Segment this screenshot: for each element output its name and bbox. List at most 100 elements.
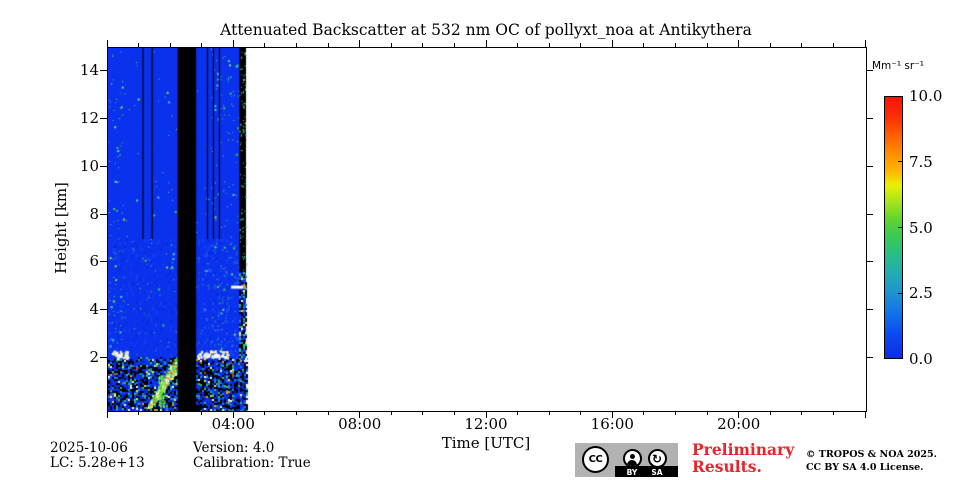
x-tick-bottom: [453, 411, 455, 415]
y-tick-right: [866, 118, 873, 120]
x-tick-bottom: [517, 411, 519, 415]
x-tick-bottom: [580, 411, 582, 415]
y-tick-label: 10: [79, 156, 99, 175]
x-tick-bottom: [296, 411, 297, 415]
y-tick-right: [866, 309, 873, 311]
colorbar-tick-label: 2.5: [909, 284, 933, 303]
x-tick-bottom: [738, 411, 740, 418]
x-tick-label: 12:00: [464, 415, 508, 433]
x-tick-top: [675, 43, 676, 47]
colorbar-unit-label: Mm⁻¹ sr⁻¹: [872, 60, 924, 72]
x-tick-top: [548, 43, 550, 47]
x-tick-top: [296, 43, 297, 47]
x-tick-bottom: [327, 411, 329, 415]
y-tick-label: 14: [79, 61, 99, 80]
cc-license-badge: CC ↻ BY SA: [575, 443, 678, 477]
x-tick-bottom: [106, 411, 108, 418]
x-tick-top: [453, 43, 455, 47]
footer-date: 2025-10-06: [50, 440, 128, 456]
footer-lidar-constant: LC: 5.28e+13: [50, 455, 145, 471]
plot-area: [107, 47, 867, 412]
x-tick-bottom: [864, 411, 866, 418]
x-tick-bottom: [169, 411, 171, 415]
x-tick-bottom: [138, 411, 140, 415]
x-tick-bottom: [390, 411, 392, 415]
badge-by-label: BY: [626, 467, 638, 477]
x-tick-bottom: [643, 411, 645, 415]
colorbar-tick-mark: [898, 161, 903, 163]
x-tick-bottom: [201, 411, 203, 415]
x-tick-top: [611, 40, 613, 47]
cc-sa-sharealike-icon: ↻: [647, 449, 667, 468]
colorbar-tick-label: 5.0: [909, 218, 933, 237]
x-tick-top: [138, 43, 140, 47]
person-body-shape: [627, 459, 637, 466]
cc-icon-text: CC: [588, 454, 603, 465]
x-tick-top: [580, 43, 582, 47]
x-tick-top: [643, 43, 645, 47]
x-tick-top: [738, 40, 740, 47]
x-tick-bottom: [232, 411, 234, 418]
y-tick-left: [100, 118, 107, 120]
y-tick-label: 6: [89, 252, 99, 271]
x-tick-top: [327, 43, 329, 47]
x-tick-top: [232, 40, 234, 47]
y-tick-left: [100, 261, 107, 263]
x-axis-label: Time [UTC]: [441, 434, 531, 452]
x-tick-label: 04:00: [211, 415, 255, 433]
y-tick-right: [866, 213, 873, 215]
copyright-line2: CC BY SA 4.0 License.: [806, 462, 924, 473]
y-tick-right: [866, 165, 873, 167]
x-tick-top: [390, 43, 392, 47]
colorbar-tick-mark: [898, 227, 903, 228]
x-tick-label: 16:00: [590, 415, 634, 433]
y-tick-left: [100, 165, 107, 167]
footer-version: Version: 4.0: [193, 440, 275, 456]
copyright-text: © TROPOS & NOA 2025. CC BY SA 4.0 Licens…: [806, 448, 937, 474]
x-tick-label: 08:00: [338, 415, 382, 433]
x-tick-bottom: [264, 411, 266, 415]
x-tick-top: [169, 43, 171, 47]
x-tick-top: [359, 40, 361, 47]
sharealike-arrow-glyph: ↻: [651, 451, 663, 466]
x-tick-bottom: [611, 411, 613, 418]
person-head-shape: [629, 453, 635, 459]
x-tick-top: [864, 40, 866, 47]
copyright-line1: © TROPOS & NOA 2025.: [806, 449, 937, 460]
x-tick-top: [706, 43, 708, 47]
x-tick-label: 20:00: [717, 415, 761, 433]
y-tick-left: [100, 309, 107, 311]
preliminary-line1: Preliminary: [692, 440, 795, 459]
preliminary-line2: Results.: [692, 457, 762, 476]
y-tick-left: [100, 357, 107, 358]
x-tick-top: [769, 43, 771, 47]
x-tick-bottom: [485, 411, 487, 418]
y-tick-right: [866, 70, 873, 72]
y-tick-left: [100, 70, 107, 72]
y-tick-right: [866, 357, 873, 358]
preliminary-results-text: Preliminary Results.: [692, 441, 794, 475]
colorbar-tick-mark: [898, 292, 903, 294]
badge-sa-label: SA: [651, 467, 663, 477]
x-tick-bottom: [675, 411, 676, 415]
x-tick-top: [201, 43, 203, 47]
badge-bar: [615, 466, 678, 477]
colorbar-tick-label: 10.0: [909, 87, 943, 105]
x-tick-bottom: [769, 411, 771, 415]
x-tick-bottom: [832, 411, 834, 415]
colorbar-tick-label: 7.5: [909, 152, 933, 171]
x-tick-bottom: [422, 411, 424, 415]
x-tick-bottom: [359, 411, 361, 418]
x-tick-top: [485, 40, 487, 47]
x-tick-top: [832, 43, 834, 47]
y-tick-label: 12: [79, 109, 99, 128]
x-tick-top: [801, 43, 803, 47]
heatmap-canvas: [108, 48, 866, 411]
y-tick-right: [866, 261, 873, 263]
x-tick-top: [517, 43, 519, 47]
x-tick-top: [422, 43, 424, 47]
cc-icon: CC: [582, 446, 609, 473]
x-tick-bottom: [801, 411, 803, 415]
x-tick-top: [106, 40, 108, 47]
